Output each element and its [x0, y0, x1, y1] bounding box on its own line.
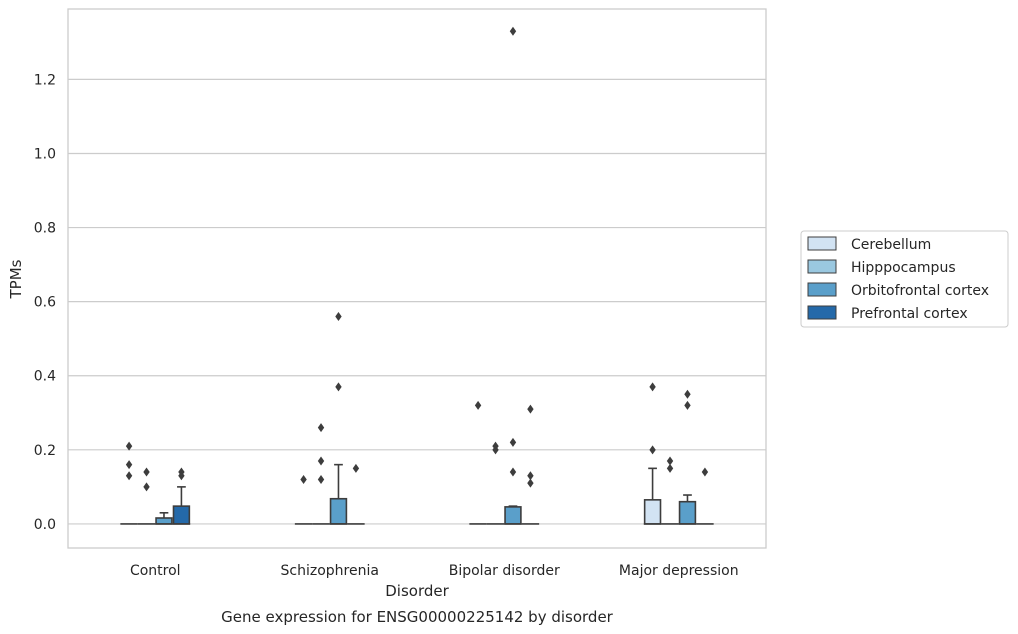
- y-tick-label: 0.0: [34, 517, 56, 533]
- outlier-marker: [317, 423, 325, 433]
- legend-label: Orbitofrontal cortex: [851, 283, 989, 299]
- outlier-marker: [143, 482, 150, 492]
- outlier-marker: [317, 474, 325, 484]
- legend-label: Cerebellum: [851, 237, 931, 253]
- box-orbitofrontal-cortex: [329, 463, 348, 525]
- x-tick-label: Bipolar disorder: [449, 563, 560, 579]
- outlier-marker: [509, 467, 517, 477]
- x-axis-title: Disorder: [385, 582, 449, 600]
- legend-swatch: [807, 282, 837, 297]
- y-axis-tick-labels: 0.0 0.2 0.4 0.6 0.8 1.0 1.2: [34, 72, 56, 533]
- y-tick-label: 0.4: [34, 369, 56, 385]
- legend-swatch: [807, 305, 837, 320]
- outlier-marker: [178, 471, 185, 481]
- y-axis-title: TPMs: [7, 259, 25, 299]
- legend-swatch: [807, 259, 837, 274]
- outlier-marker: [335, 382, 342, 392]
- x-tick-label: Schizophrenia: [281, 563, 379, 579]
- legend-swatch: [807, 236, 837, 251]
- outlier-marker: [317, 456, 325, 466]
- outlier-marker: [125, 471, 133, 481]
- grid-lines: [68, 78, 766, 525]
- legend-label: Prefrontal cortex: [851, 306, 968, 322]
- outlier-marker: [701, 467, 709, 477]
- legend-label: Hipppocampus: [851, 260, 956, 276]
- outlier-marker: [527, 404, 534, 414]
- plot-area-frame: [67, 8, 767, 549]
- y-tick-label: 1.0: [34, 146, 56, 162]
- legend-item: Hipppocampus: [807, 259, 956, 276]
- legend-item: Cerebellum: [807, 236, 931, 253]
- outlier-marker: [125, 441, 133, 451]
- outlier-marker: [143, 467, 150, 477]
- outlier-marker: [684, 389, 691, 399]
- y-tick-label: 0.8: [34, 221, 56, 237]
- box-body: [172, 505, 191, 525]
- outlier-marker: [300, 474, 307, 484]
- box-body: [678, 500, 697, 525]
- box-body: [329, 497, 348, 525]
- box-orbitofrontal-cortex: [678, 494, 697, 525]
- outlier-marker: [352, 463, 360, 473]
- x-tick-label: Major depression: [619, 563, 739, 579]
- y-tick-label: 0.6: [34, 295, 56, 311]
- legend-frame: [800, 230, 1009, 328]
- box-orbitofrontal-cortex: [155, 512, 173, 525]
- outlier-marker: [527, 478, 534, 488]
- box-body: [155, 517, 173, 525]
- legend-item: Prefrontal cortex: [807, 305, 968, 322]
- outlier-marker: [509, 437, 517, 447]
- box-elements: [120, 463, 714, 525]
- box-body: [643, 499, 662, 525]
- y-tick-label: 0.2: [34, 443, 56, 459]
- x-axis-tick-labels: Control Schizophrenia Bipolar disorder Majo…: [130, 563, 739, 579]
- box-cerebellum: [643, 467, 662, 525]
- outlier-marker: [527, 471, 534, 481]
- figure-caption: Gene expression for ENSG00000225142 by d…: [221, 608, 614, 626]
- box-prefrontal-cortex: [172, 486, 191, 525]
- outlier-marker: [649, 445, 656, 455]
- outlier-marker: [492, 445, 499, 455]
- y-tick-label: 1.2: [34, 72, 56, 88]
- legend-item: Orbitofrontal cortex: [807, 282, 989, 299]
- box-body: [504, 506, 522, 525]
- outlier-marker: [474, 400, 482, 410]
- outlier-points: [125, 26, 709, 492]
- outlier-marker: [684, 400, 691, 410]
- outlier-marker: [649, 382, 656, 392]
- legend: Cerebellum Hipppocampus Orbitofrontal cort…: [800, 230, 1009, 328]
- outlier-marker: [509, 26, 517, 36]
- outlier-marker: [666, 456, 674, 466]
- box-orbitofrontal-cortex: [504, 505, 522, 525]
- x-tick-label: Control: [130, 563, 181, 579]
- outlier-marker: [125, 460, 133, 470]
- outlier-marker: [335, 311, 342, 321]
- outlier-marker: [666, 463, 674, 473]
